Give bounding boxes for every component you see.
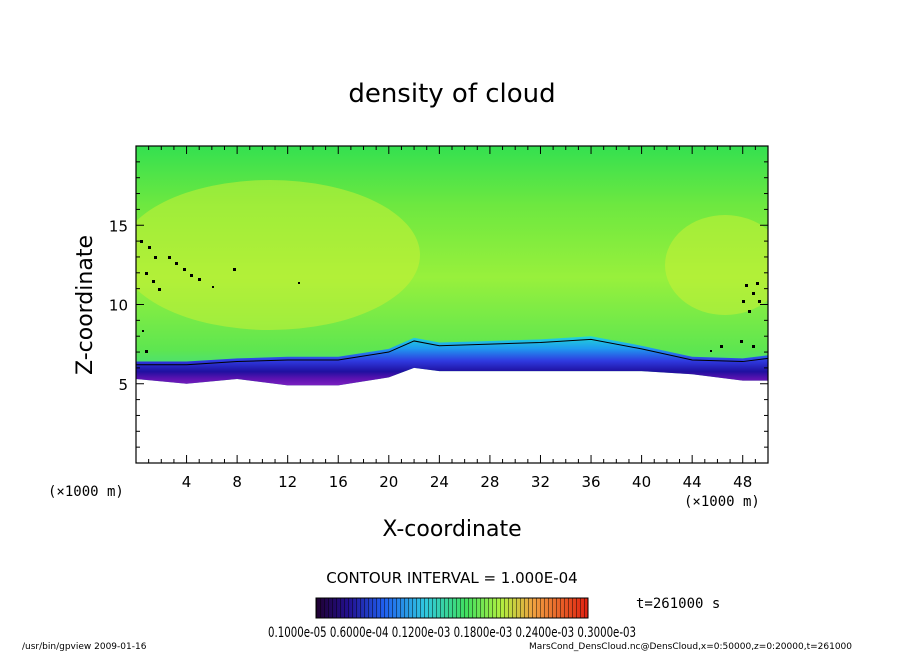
x-axis-title: X-coordinate [382, 517, 521, 542]
x-tick-label: 48 [733, 473, 752, 491]
x-axis-unit: (×1000 m) [684, 494, 760, 510]
x-tick-label: 24 [430, 473, 449, 491]
y-tick-label: 10 [109, 297, 128, 315]
y-tick-label: 5 [118, 376, 128, 394]
x-axis-ticks: 4 8 12 16 20 24 28 32 36 40 44 48 [148, 146, 756, 491]
y-axis-ticks: 5 10 15 [109, 161, 768, 448]
time-label: t=261000 s [636, 596, 720, 612]
x-tick-label: 32 [531, 473, 550, 491]
x-tick-label: 20 [379, 473, 398, 491]
field-lobe-left [136, 180, 420, 330]
y-axis-title: Z-coordinate [73, 235, 98, 375]
x-tick-label: 36 [581, 473, 600, 491]
contour-specks [140, 240, 761, 353]
contour-line [136, 338, 768, 366]
x-tick-label: 4 [182, 473, 192, 491]
x-tick-label: 40 [632, 473, 651, 491]
x-tick-label: 12 [278, 473, 297, 491]
x-tick-label: 28 [480, 473, 499, 491]
y-tick-label: 15 [109, 217, 128, 235]
contour-interval-label: CONTOUR INTERVAL = 1.000E-04 [326, 569, 577, 587]
footer-source-info: MarsCond_DensCloud.nc@DensCloud,x=0:5000… [529, 642, 852, 652]
x-tick-label: 44 [683, 473, 702, 491]
colorbar-frame [315, 597, 589, 619]
field-lobe-right [665, 215, 768, 315]
chart-title: density of cloud [348, 79, 555, 109]
heatmap-field [136, 146, 768, 463]
colorbar [315, 597, 589, 619]
colorbar-labels: 0.1000e-05 0.6000e-04 0.1200e-03 0.1800e… [268, 625, 636, 641]
x-tick-label: 16 [329, 473, 348, 491]
cloud-base-layer [136, 336, 768, 386]
y-axis-unit: (×1000 m) [48, 484, 124, 500]
footer-program-date: /usr/bin/gpview 2009-01-16 [22, 642, 147, 652]
x-tick-label: 8 [232, 473, 242, 491]
colorbar-ticks [316, 598, 588, 618]
